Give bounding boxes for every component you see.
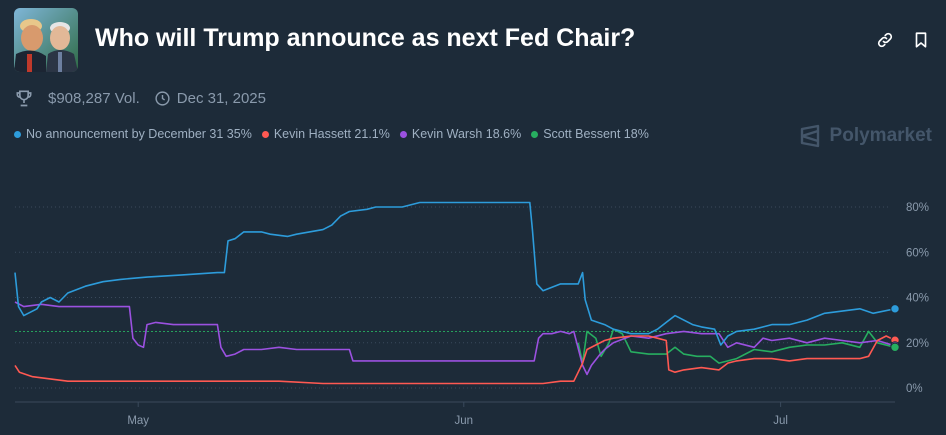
legend-item: Kevin Hassett 21.1% [261,127,390,141]
link-icon[interactable] [876,31,894,49]
legend-dot [261,130,269,138]
y-tick-label: 60% [906,247,929,259]
market-thumbnail [14,8,78,72]
legend-dot [531,130,539,138]
volume-text: $908,287 Vol. [48,89,140,107]
market-meta: $908,287 Vol. Dec 31, 2025 [14,88,266,108]
end-date-text: Dec 31, 2025 [176,89,266,107]
x-tick-label: Jun [455,415,474,427]
brand-text: Polymarket [829,125,932,146]
legend-label: Kevin Hassett 21.1% [273,127,390,141]
x-tick-label: May [127,415,149,427]
series-line-no-announcement-by-december-31 [14,201,896,346]
trophy-icon [16,90,32,107]
page-title: Who will Trump announce as next Fed Chai… [95,24,636,52]
legend-item: No announcement by December 31 35% [14,127,252,141]
legend-item: Kevin Warsh 18.6% [399,127,522,141]
y-tick-label: 40% [906,293,929,305]
candidates-photo-icon [14,8,78,72]
legend-dot [14,130,21,138]
chart-legend: No announcement by December 31 35% Kevin… [14,127,659,141]
series-line-kevin-hassett [14,335,896,385]
clock-icon [155,90,170,106]
polymarket-watermark: Polymarket [798,124,932,148]
legend-item: Scott Bessent 18% [531,127,649,141]
series-line-kevin-warsh [14,301,896,376]
polymarket-logo-icon [800,124,819,148]
y-tick-label: 0% [906,383,923,395]
series-endpoint [890,342,900,352]
legend-label: Scott Bessent 18% [543,127,649,141]
series-endpoint [890,304,900,314]
legend-label: Kevin Warsh 18.6% [411,127,522,141]
y-tick-label: 20% [906,338,929,350]
legend-label: No announcement by December 31 35% [26,127,252,141]
bookmark-icon[interactable] [912,31,930,49]
x-tick-label: Jul [773,415,788,427]
legend-dot [399,130,407,138]
y-tick-label: 80% [906,202,929,214]
